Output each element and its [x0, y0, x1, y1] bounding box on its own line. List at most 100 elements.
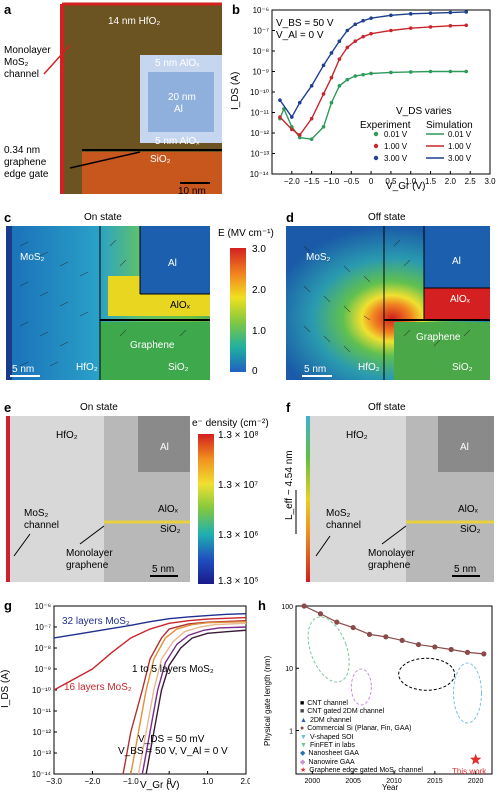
legend-exp-label: 1.00 V — [384, 142, 408, 151]
colorbar-e-tick-0: 0 — [252, 366, 258, 377]
group-ellipse — [350, 668, 372, 706]
y-tick-label: 10⁻⁹ — [252, 68, 269, 77]
x-tick-label: −1.0 — [123, 777, 139, 786]
colorbar-e-tick-3: 3.0 — [252, 244, 266, 255]
colorbar-e: E (MV cm⁻¹) 3.0 2.0 1.0 0 — [212, 228, 278, 378]
y-tick-label: 10⁻¹² — [251, 129, 270, 138]
mos2-label-c: MoS₂ — [20, 252, 45, 263]
data-point — [389, 70, 393, 75]
series-line — [53, 612, 247, 639]
data-point — [369, 16, 373, 20]
xlabel-b: V_Gr (V) — [386, 181, 426, 192]
y-tick-label: 10⁻¹⁰ — [32, 686, 51, 695]
y-tick-label: 10⁻⁸ — [35, 644, 52, 653]
legend-sim-label: 3.00 V — [448, 154, 472, 163]
series-line — [141, 626, 247, 775]
legend-h-item: ● Commercial Si (Planar, Fin, GAA) — [300, 725, 423, 733]
data-point — [353, 22, 358, 27]
panel-label-a: a — [4, 2, 12, 17]
legend-h-item: ★ Graphene edge gated MoS₂ channel — [300, 767, 423, 775]
y-tick-label: 10⁻⁷ — [35, 623, 51, 632]
legend-marker — [373, 155, 379, 161]
leff-label: L_eff ~ 4.54 nm — [284, 450, 295, 520]
mos2-label-f-1: MoS₂ — [326, 508, 351, 519]
edge-label-1: 0.34 nm — [4, 145, 41, 156]
data-point — [361, 18, 365, 23]
data-point — [278, 115, 282, 119]
mos2-label-f-2: channel — [326, 520, 362, 531]
vds-label-g: V_DS = 50 mV — [138, 734, 205, 745]
panel-e: e On state HfO₂ Al AlOₓ MoS₂ channel SiO… — [0, 400, 190, 585]
data-point — [383, 634, 389, 640]
panel-h: 100 10 1 2000 2005 2010 2015 2020 h This work Y… — [256, 596, 498, 794]
panel-a: a 14 nm HfO₂ Monolayer MoS₂ channel 5 nm… — [0, 0, 230, 200]
group-ellipse — [307, 616, 350, 683]
legend-h-label: Commercial Si (Planar, Fin, GAA) — [307, 725, 412, 733]
series-line — [279, 11, 467, 119]
series-line — [303, 605, 484, 655]
al-label-f: Al — [460, 442, 469, 453]
x-tick-label: −1.5 — [304, 177, 320, 186]
y-tick-label: 10⁻⁶ — [35, 602, 51, 611]
legend-h-item: ◆ Nanosheet GAA — [300, 750, 423, 758]
data-point — [337, 57, 342, 61]
series-line — [53, 616, 247, 691]
experiment-header: Experiment — [360, 120, 411, 131]
alox-label-f: AlOₓ — [458, 504, 478, 515]
legend-h-marker: ★ — [300, 767, 307, 775]
panel-g: 10⁻⁶ 10⁻⁷ 10⁻⁸ 10⁻⁹ 10⁻¹⁰ 10⁻¹¹ 10⁻¹² 10⁻¹³ 10⁻¹… — [0, 596, 252, 794]
x-tick-label: 3.0 — [484, 177, 496, 186]
data-point — [448, 646, 454, 653]
scale-label-a: 10 nm — [178, 186, 206, 197]
series-line — [122, 619, 247, 775]
data-point — [329, 51, 334, 55]
al-label-1: 20 nm — [168, 92, 196, 103]
x-tick-label: 2015 — [427, 778, 443, 785]
x-tick-label: 0 — [167, 777, 172, 786]
sio2-label-c: SiO₂ — [168, 362, 189, 373]
x-tick-label: 2000 — [305, 778, 321, 785]
legend-marker — [373, 143, 379, 149]
data-point — [408, 26, 413, 30]
xlabel-g: V_Gr (V) — [140, 780, 180, 791]
vbs-label-g: V_BS = 50 V, V_Al = 0 V — [118, 746, 228, 757]
colorbar-e-tick-1: 1.0 — [252, 326, 266, 337]
x-tick-label: 2010 — [386, 778, 402, 785]
layers16-label: 16 layers MoS₂ — [64, 682, 132, 693]
series-line — [137, 622, 247, 775]
xlabel-h: Year — [382, 783, 399, 792]
legend-exp-label: 0.01 V — [384, 130, 408, 139]
graphene-label-e-2: graphene — [66, 560, 109, 571]
y-tick-label: 10⁻¹² — [33, 728, 52, 737]
panel-label-e: e — [4, 400, 12, 415]
legend-h-item: ▲ 2DM channel — [300, 717, 423, 725]
x-tick-label: 1.0 — [202, 777, 214, 786]
sio2-label: SiO₂ — [150, 154, 171, 165]
density-tick-5: 1.3 × 10⁵ — [218, 576, 259, 587]
legend-h-marker: ▼ — [300, 733, 307, 741]
data-point — [448, 23, 453, 28]
alox-label-c: AlOₓ — [170, 300, 190, 311]
colorbar-density: e⁻ density (cm⁻²) 1.3 × 10⁸ 1.3 × 10⁷ 1.… — [192, 418, 282, 588]
panel-label-d: d — [286, 210, 294, 225]
data-point — [408, 70, 413, 74]
series-line — [130, 620, 247, 775]
x-tick-label: −2.0 — [85, 777, 101, 786]
density-map-e — [6, 416, 190, 582]
panel-label-b: b — [232, 2, 240, 17]
data-point — [301, 603, 307, 609]
data-point — [309, 84, 314, 88]
panel-g-chart: 10⁻⁶ 10⁻⁷ 10⁻⁸ 10⁻⁹ 10⁻¹⁰ 10⁻¹¹ 10⁻¹² 10⁻¹³ 10⁻¹… — [32, 602, 252, 786]
title-e: On state — [80, 402, 118, 413]
y-tick-label: 10⁻¹³ — [33, 749, 52, 758]
legend-h-marker: ● — [300, 725, 305, 733]
data-point — [321, 125, 326, 129]
layers1to5-label: 1 to 5 layers MoS₂ — [132, 664, 214, 675]
data-point — [399, 637, 405, 644]
legend-h-item: ◆ Nanowire GAA — [300, 759, 423, 767]
x-tick-label: 0 — [369, 177, 374, 186]
colorbar-density-title: e⁻ density (cm⁻²) — [192, 418, 269, 429]
simulation-header: Simulation — [426, 120, 473, 131]
colorbar-e-title: E (MV cm⁻¹) — [218, 228, 274, 239]
hfo2-label-f: HfO₂ — [346, 430, 368, 441]
